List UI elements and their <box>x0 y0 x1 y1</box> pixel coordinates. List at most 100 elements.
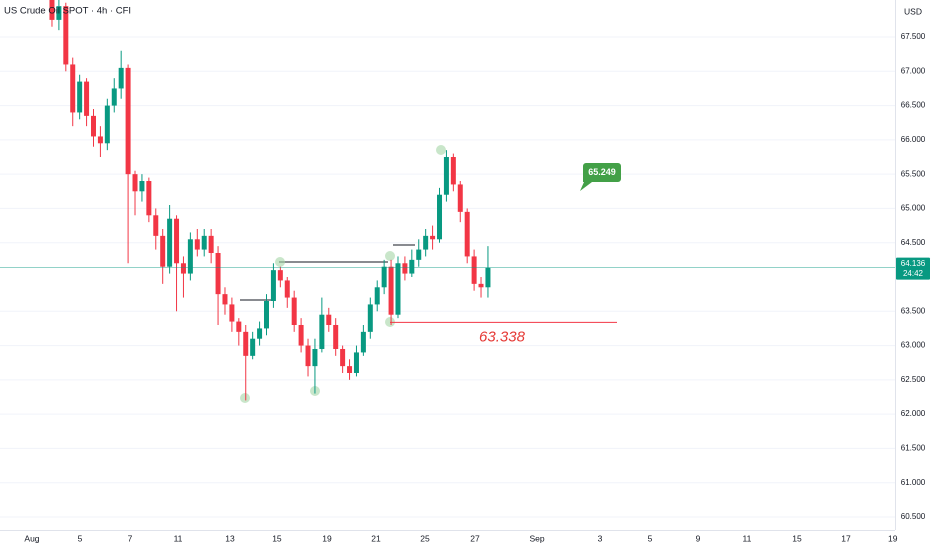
candle-body <box>464 211 470 257</box>
candle-body <box>443 157 449 195</box>
candle-body <box>111 88 117 106</box>
pivot-markers <box>240 145 446 403</box>
candle-body <box>132 174 138 192</box>
x-tick-label: 3 <box>598 533 603 543</box>
candle-body <box>305 345 311 367</box>
x-tick-label: 11 <box>743 533 752 543</box>
y-tick-label: 61.000 <box>901 478 926 487</box>
candle-body <box>180 263 186 274</box>
candle-body <box>56 6 62 20</box>
callout-label: 65.249 <box>588 167 616 177</box>
x-tick-label: 9 <box>696 533 701 543</box>
x-tick-label: Sep <box>529 533 544 543</box>
x-tick-label: 25 <box>420 533 430 543</box>
candle-body <box>437 194 443 240</box>
x-tick-label: 19 <box>888 533 898 543</box>
candle-body <box>360 331 366 353</box>
y-tick-label: 62.000 <box>901 409 926 418</box>
candle-body <box>90 115 96 137</box>
candle-body <box>381 266 387 288</box>
chart-title: US Crude Oil SPOT · 4h · CFI <box>4 6 131 17</box>
y-tick-label: 67.000 <box>901 66 926 75</box>
candle-body <box>160 235 166 267</box>
candle-body <box>291 297 297 325</box>
candle-body <box>222 294 228 305</box>
candle-body <box>333 324 339 349</box>
candle-body <box>270 270 276 301</box>
x-tick-label: 13 <box>225 533 235 543</box>
candle-body <box>409 259 415 274</box>
candle-body <box>340 348 346 367</box>
candle-body <box>97 136 103 144</box>
candle-body <box>402 263 408 274</box>
candle-body <box>215 253 221 295</box>
x-tick-label: 5 <box>78 533 83 543</box>
candle-body <box>471 256 477 284</box>
candle-body <box>264 300 270 329</box>
candle-body <box>229 304 235 322</box>
candle-body <box>319 314 325 349</box>
candle-body <box>257 328 263 339</box>
support-label: 63.338 <box>479 328 526 345</box>
x-tick-label: 15 <box>272 533 282 543</box>
last-price-label: 64.136 <box>901 259 926 268</box>
candle-body <box>139 181 145 192</box>
candle-body <box>63 6 69 65</box>
candle-body <box>118 67 124 89</box>
candle-body <box>49 0 55 20</box>
x-tick-label: 11 <box>174 533 183 543</box>
countdown: 24:42 <box>903 269 924 278</box>
callout-box <box>580 163 621 191</box>
candle-body <box>298 324 304 346</box>
candle-body <box>243 331 249 356</box>
candle-body <box>367 304 373 332</box>
y-tick-label: 65.500 <box>901 169 926 178</box>
candle-body <box>250 338 256 356</box>
candle-body <box>450 157 456 185</box>
candle-body <box>236 321 242 332</box>
candle-body <box>77 81 83 113</box>
candle-body <box>485 267 491 288</box>
candle-body <box>146 181 152 216</box>
candle-body <box>312 348 318 367</box>
pivot <box>275 257 285 267</box>
candle-body <box>326 314 332 325</box>
x-tick-label: 19 <box>322 533 332 543</box>
candle-body <box>167 218 173 267</box>
candle-body <box>457 184 463 212</box>
candle-body <box>153 215 159 236</box>
candle-body <box>395 263 401 315</box>
last-price-box <box>896 257 930 280</box>
y-tick-label: 63.000 <box>901 341 926 350</box>
candle-body <box>423 235 429 250</box>
x-tick-label: 21 <box>371 533 381 543</box>
x-tick-label: 5 <box>648 533 653 543</box>
y-tick-label: 62.500 <box>901 375 926 384</box>
y-tick-label: 60.500 <box>901 512 926 521</box>
x-tick-label: 15 <box>792 533 802 543</box>
x-tick-label: 27 <box>470 533 480 543</box>
candle-body <box>284 280 290 298</box>
candle-body <box>194 239 200 250</box>
overlay: 63.338 <box>0 267 895 345</box>
candles <box>49 0 491 401</box>
candle-body <box>277 270 283 281</box>
candle-body <box>84 81 90 116</box>
candle-body <box>104 105 110 144</box>
y-tick-label: 67.500 <box>901 32 926 41</box>
pivot <box>436 145 446 155</box>
candle-body <box>347 366 353 373</box>
pivot <box>240 393 250 403</box>
currency: USD <box>904 6 922 16</box>
candle-body <box>388 266 394 315</box>
x-tick-label: Aug <box>24 533 39 543</box>
target-callout: 65.249 <box>580 163 621 191</box>
y-tick-label: 65.000 <box>901 204 926 213</box>
y-tick-label: 63.500 <box>901 306 926 315</box>
x-tick-label: 17 <box>841 533 851 543</box>
y-tick-label: 66.000 <box>901 135 926 144</box>
y-tick-label: 66.500 <box>901 101 926 110</box>
x-tick-label: 7 <box>128 533 133 543</box>
